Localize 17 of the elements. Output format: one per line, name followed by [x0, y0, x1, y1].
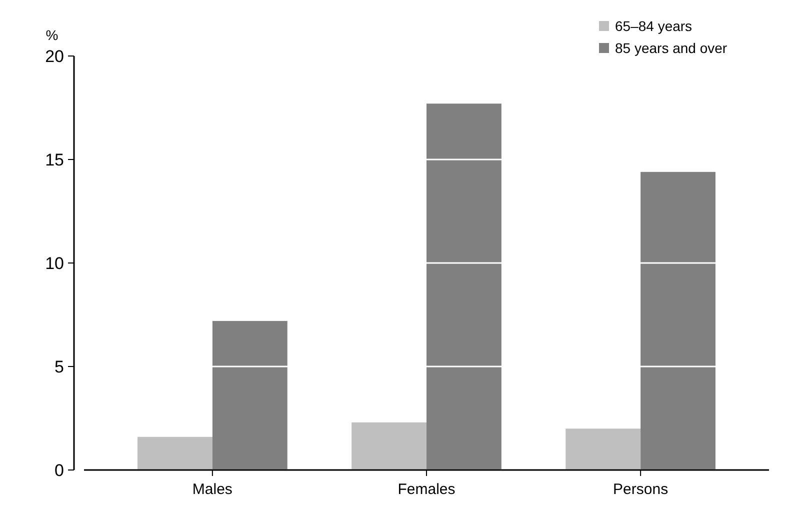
legend-label: 85 years and over — [615, 40, 728, 56]
y-tick-label: 15 — [45, 150, 64, 170]
y-tick-label: 0 — [54, 460, 64, 480]
x-tick-label: Females — [398, 481, 456, 498]
bar — [352, 422, 426, 470]
legend-label: 65–84 years — [615, 18, 692, 34]
bar — [566, 428, 641, 470]
x-tick-label: Males — [192, 481, 232, 498]
y-axis-title: % — [46, 27, 58, 43]
y-tick-label: 20 — [45, 46, 64, 66]
x-tick-label: Persons — [613, 481, 668, 498]
y-tick-label: 5 — [54, 357, 64, 376]
bar — [426, 104, 502, 470]
bar — [212, 320, 288, 470]
y-tick-label: 10 — [45, 254, 64, 273]
bar — [138, 436, 212, 470]
bar — [640, 172, 716, 470]
